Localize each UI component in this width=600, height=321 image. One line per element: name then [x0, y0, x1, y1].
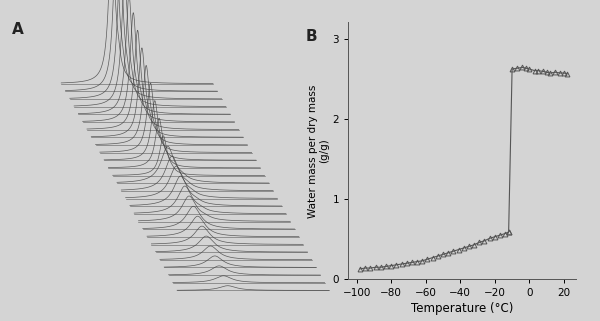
Y-axis label: Water mass per dry mass
(g/g): Water mass per dry mass (g/g)	[308, 84, 329, 218]
Text: B: B	[306, 29, 317, 44]
Text: A: A	[11, 22, 23, 37]
X-axis label: Temperature (°C): Temperature (°C)	[411, 302, 513, 316]
